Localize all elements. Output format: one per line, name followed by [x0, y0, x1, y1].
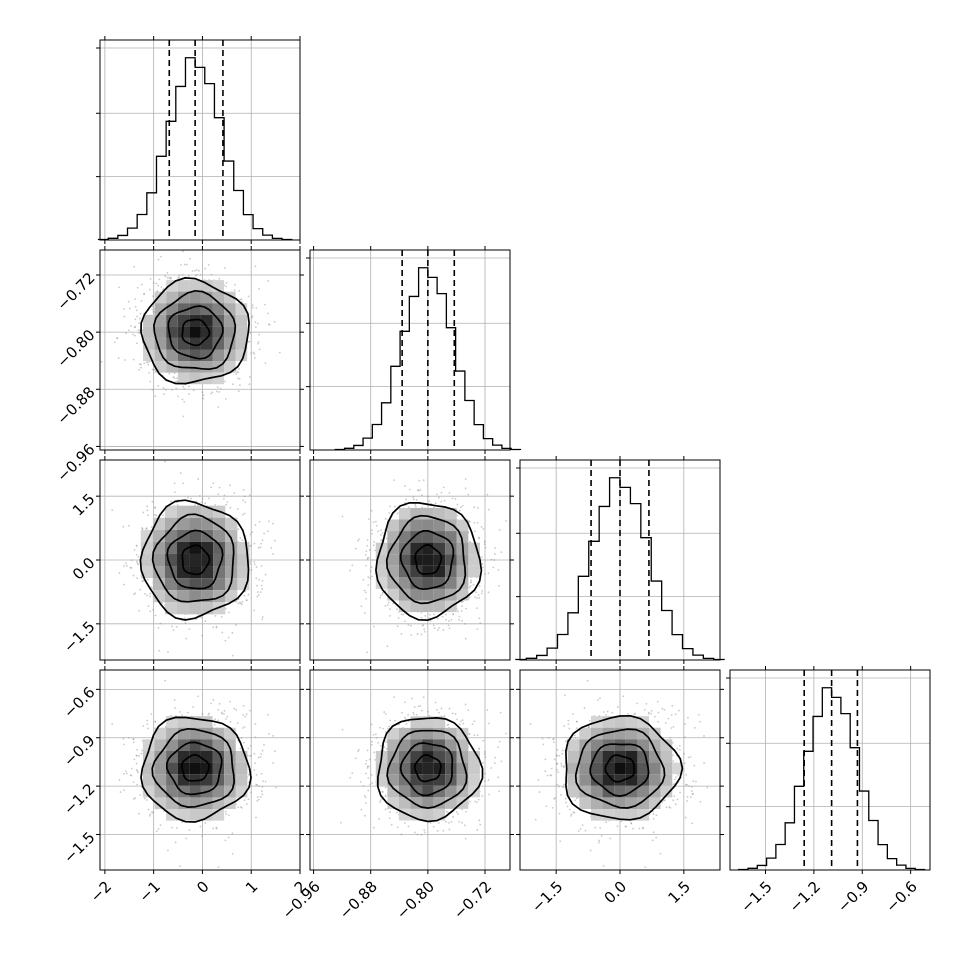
- scatter-panel-3-1: −0.96 −0.88 −0.80 −0.72: [279, 666, 514, 923]
- histogram-panel-0: [96, 36, 301, 244]
- y-tick-label: −0.6: [60, 683, 98, 721]
- contour-level-2: [386, 729, 468, 809]
- x-tick-label: −0.9: [834, 878, 872, 916]
- histogram-panel-3: −1.5 −1.2 −0.9 −0.6: [726, 666, 931, 916]
- panel-frame: [99, 249, 301, 451]
- y-tick-label: 0.0: [69, 554, 99, 584]
- x-tick-label: −1.5: [737, 878, 775, 916]
- contour-level-0: [181, 544, 211, 576]
- x-tick-label: 1.5: [664, 878, 694, 908]
- contour-level-2: [151, 513, 235, 603]
- x-tick-label: 0: [193, 878, 212, 897]
- density-cells: [375, 716, 480, 821]
- panel-frame: [309, 669, 511, 871]
- x-tick-label: −1: [136, 878, 164, 906]
- y-tick-label: −0.88: [53, 383, 98, 428]
- density-cells: [375, 507, 480, 613]
- contour-level-2: [153, 289, 237, 371]
- panel-frame: [519, 459, 721, 661]
- panel-content: [100, 250, 281, 418]
- scatter-panel-1-0: −0.96 −0.88 −0.80 −0.72: [53, 246, 304, 485]
- contour-level-0: [604, 754, 636, 783]
- panel-frame: [99, 669, 301, 871]
- contour-level-3: [375, 501, 483, 622]
- contour-level-2: [574, 728, 666, 809]
- contour-level-2: [385, 514, 467, 605]
- panel-frame: [99, 459, 301, 661]
- histogram-panel-2: [515, 456, 725, 664]
- scatter-panel-2-0: −1.5 0.0 1.5: [60, 456, 304, 664]
- y-tick-label: −0.72: [53, 269, 98, 314]
- x-tick-label: 1: [242, 878, 261, 897]
- x-tick-label: −1.2: [786, 878, 824, 916]
- contour-level-0: [180, 753, 211, 782]
- y-tick-label: −1.2: [60, 780, 98, 818]
- contour-level-1: [399, 742, 454, 797]
- x-tick-label: −2: [87, 878, 115, 906]
- panel-frame: [309, 459, 511, 661]
- y-tick-label: −0.80: [53, 326, 98, 371]
- x-tick-label: −1.5: [528, 878, 566, 916]
- contour-level-3: [140, 277, 250, 385]
- panel-frame: [309, 249, 511, 451]
- density-cells: [567, 716, 684, 821]
- contour-level-2: [151, 727, 236, 808]
- panel-frame: [729, 669, 931, 871]
- contour-level-0: [181, 318, 211, 347]
- contour-level-3: [139, 499, 250, 621]
- panel-content: [339, 696, 507, 840]
- contour-level-1: [589, 743, 650, 797]
- contour-level-0: [414, 754, 442, 783]
- panel-content: [111, 460, 276, 657]
- x-tick-label: −0.88: [336, 878, 381, 923]
- contour-level-1: [166, 529, 224, 590]
- y-tick-label: −1.5: [60, 618, 98, 656]
- panel-content: [341, 478, 507, 654]
- histogram-panel-1: [306, 246, 522, 454]
- contour-level-1: [167, 305, 224, 360]
- density-cells: [142, 716, 248, 821]
- contour-level-1: [165, 741, 223, 796]
- contour-level-3: [376, 717, 484, 823]
- panel-content: [529, 679, 709, 868]
- panel-content: [111, 679, 277, 868]
- scatter-panel-3-0: −2 −1 0 1 2−1.5−1.2−0.9−0.6: [60, 666, 310, 906]
- panel-frame: [519, 669, 721, 871]
- y-tick-label: 1.5: [69, 490, 99, 520]
- contour-level-3: [565, 714, 684, 821]
- scatter-panel-3-2: −1.5 0.0 1.5: [516, 666, 724, 916]
- x-tick-label: −0.72: [450, 878, 495, 923]
- x-tick-label: −0.6: [882, 878, 920, 916]
- contour-level-3: [140, 716, 252, 823]
- x-tick-label: −0.80: [393, 878, 438, 923]
- scatter-panel-2-1: [306, 456, 514, 664]
- contour-level-1: [399, 530, 455, 591]
- y-tick-label: −1.5: [60, 828, 98, 866]
- x-tick-label: 0.0: [601, 878, 631, 908]
- y-tick-label: −0.9: [60, 732, 98, 770]
- y-tick-label: −0.96: [53, 440, 98, 485]
- panel-frame: [99, 39, 301, 241]
- contour-level-0: [414, 543, 443, 575]
